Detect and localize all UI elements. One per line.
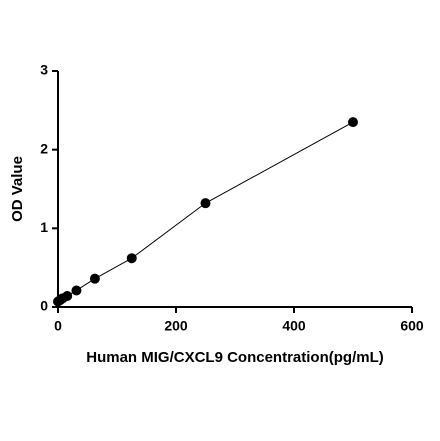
y-tick-label: 1 bbox=[40, 219, 48, 235]
y-tick-label: 0 bbox=[40, 298, 48, 314]
fit-curve bbox=[57, 121, 354, 302]
x-tick-label: 400 bbox=[282, 318, 306, 334]
data-point bbox=[71, 285, 82, 296]
data-point bbox=[126, 253, 137, 264]
data-point bbox=[89, 273, 100, 284]
y-tick-label: 2 bbox=[40, 140, 48, 156]
y-axis-label: OD Value bbox=[9, 156, 26, 222]
x-axis-label: Human MIG/CXCL9 Concentration(pg/mL) bbox=[86, 349, 384, 366]
data-point bbox=[200, 198, 211, 209]
data-point bbox=[62, 290, 73, 301]
x-tick-label: 600 bbox=[400, 318, 424, 334]
y-tick-label: 3 bbox=[40, 62, 48, 78]
x-tick-label: 0 bbox=[54, 318, 62, 334]
x-tick-label: 200 bbox=[164, 318, 188, 334]
data-point bbox=[348, 117, 358, 128]
